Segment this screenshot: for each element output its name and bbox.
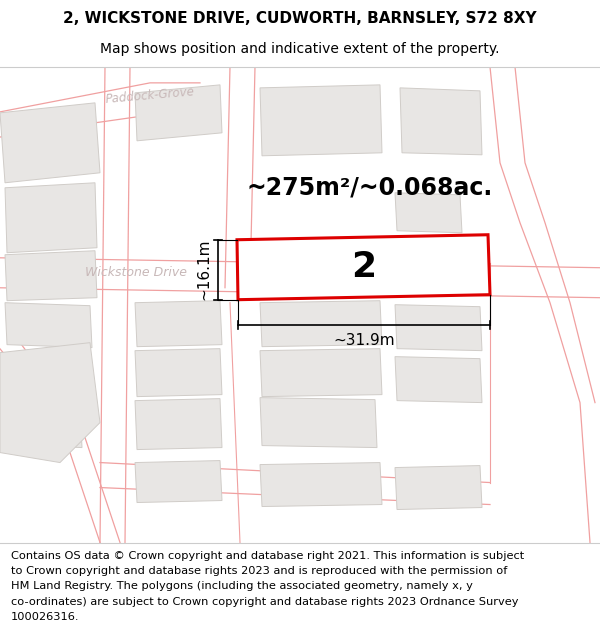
Text: ~31.9m: ~31.9m (333, 333, 395, 348)
Polygon shape (260, 85, 382, 156)
Polygon shape (135, 85, 222, 141)
Polygon shape (260, 349, 382, 397)
Text: Paddock-Grove: Paddock-Grove (105, 86, 196, 106)
Polygon shape (395, 466, 482, 509)
Polygon shape (5, 182, 97, 253)
Polygon shape (395, 304, 482, 351)
Text: ~16.1m: ~16.1m (197, 239, 212, 301)
Polygon shape (135, 301, 222, 347)
Polygon shape (135, 399, 222, 449)
Polygon shape (0, 342, 100, 462)
Text: Wickstone Drive: Wickstone Drive (85, 266, 187, 279)
Polygon shape (260, 462, 382, 506)
Polygon shape (5, 352, 87, 398)
Polygon shape (395, 192, 462, 232)
Polygon shape (5, 251, 97, 301)
Polygon shape (260, 301, 382, 347)
Polygon shape (135, 461, 222, 503)
Polygon shape (400, 88, 482, 155)
Text: to Crown copyright and database rights 2023 and is reproduced with the permissio: to Crown copyright and database rights 2… (11, 566, 507, 576)
Text: Map shows position and indicative extent of the property.: Map shows position and indicative extent… (100, 42, 500, 56)
Polygon shape (5, 302, 92, 348)
Text: HM Land Registry. The polygons (including the associated geometry, namely x, y: HM Land Registry. The polygons (includin… (11, 581, 473, 591)
Polygon shape (135, 349, 222, 397)
Text: Contains OS data © Crown copyright and database right 2021. This information is : Contains OS data © Crown copyright and d… (11, 551, 524, 561)
Polygon shape (260, 398, 377, 448)
Polygon shape (237, 235, 490, 300)
Polygon shape (395, 357, 482, 402)
Polygon shape (0, 103, 100, 182)
Text: 100026316.: 100026316. (11, 612, 79, 622)
Text: 2, WICKSTONE DRIVE, CUDWORTH, BARNSLEY, S72 8XY: 2, WICKSTONE DRIVE, CUDWORTH, BARNSLEY, … (63, 11, 537, 26)
Text: co-ordinates) are subject to Crown copyright and database rights 2023 Ordnance S: co-ordinates) are subject to Crown copyr… (11, 596, 518, 606)
Polygon shape (5, 402, 82, 448)
Text: 2: 2 (350, 250, 376, 284)
Text: ~275m²/~0.068ac.: ~275m²/~0.068ac. (247, 176, 493, 200)
